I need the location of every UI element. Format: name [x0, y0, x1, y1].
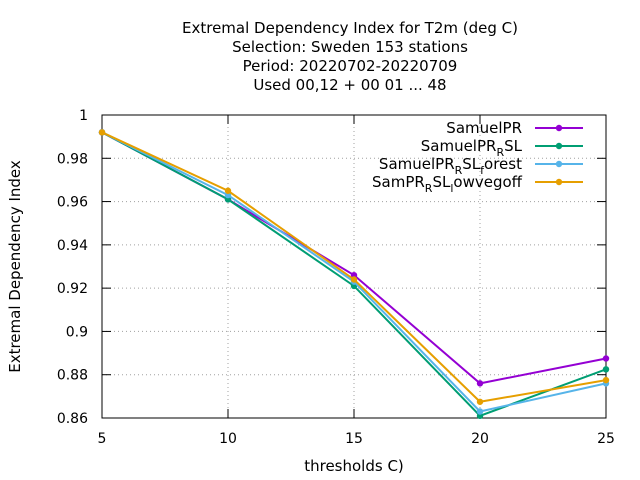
- x-tick-label: 15: [345, 431, 363, 447]
- legend: SamuelPRSamuelPRRSLSamuelPRRSLforestSamP…: [372, 119, 583, 195]
- data-point: [602, 355, 610, 362]
- series-lines: [98, 129, 610, 420]
- data-point: [476, 398, 484, 405]
- title-line: Used 00,12 + 00 01 ... 48: [253, 76, 446, 94]
- y-tick-label: 0.86: [57, 411, 88, 427]
- y-tick-label: 1: [79, 108, 88, 124]
- legend-label: SamPRRSLlowvegoff: [372, 173, 523, 195]
- y-tick-label: 0.88: [57, 368, 88, 384]
- y-axis-label: Extremal Dependency Index: [6, 160, 24, 373]
- x-tick-label: 25: [597, 431, 615, 447]
- data-point: [602, 376, 610, 384]
- data-point: [98, 129, 106, 136]
- chart-title: Extremal Dependency Index for T2m (deg C…: [182, 19, 518, 94]
- y-tick-label: 0.96: [57, 195, 88, 211]
- data-point: [224, 187, 232, 194]
- y-tick-label: 0.9: [66, 324, 88, 340]
- x-tick-label: 10: [219, 431, 237, 447]
- axis-ticks: 5 10 15 20 25 0.86 0.88 0.9 0.92 0.94 0.96 0.98 1: [57, 108, 615, 447]
- x-tick-label: 20: [471, 431, 489, 447]
- legend-label: SamuelPR: [446, 119, 522, 137]
- y-tick-label: 0.98: [57, 151, 88, 167]
- y-tick-label: 0.92: [57, 281, 88, 297]
- legend-marker: [555, 178, 563, 186]
- title-line: Selection: Sweden 153 stations: [232, 38, 468, 56]
- legend-marker: [555, 160, 563, 168]
- legend-label: SamuelPRRSLforest: [379, 155, 522, 177]
- data-point: [350, 276, 358, 283]
- title-line: Period: 20220702-20220709: [243, 57, 458, 75]
- data-point: [476, 408, 484, 415]
- y-tick-label: 0.94: [57, 238, 88, 254]
- legend-label: SamuelPRRSL: [421, 137, 523, 159]
- legend-marker: [555, 142, 563, 150]
- legend-marker: [555, 124, 563, 132]
- x-tick-label: 5: [98, 431, 107, 447]
- x-axis-label: thresholds C): [304, 457, 404, 475]
- data-point: [476, 380, 484, 387]
- data-point: [602, 366, 610, 373]
- grid: [102, 115, 606, 418]
- title-line: Extremal Dependency Index for T2m (deg C…: [182, 19, 518, 37]
